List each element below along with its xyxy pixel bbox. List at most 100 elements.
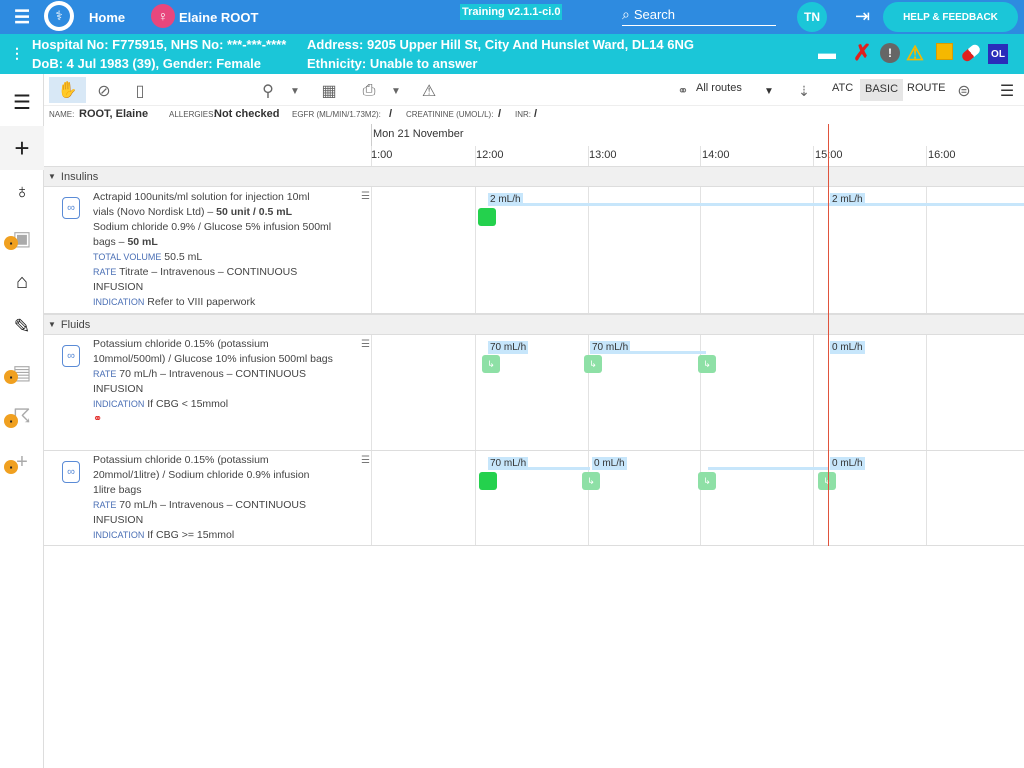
hour-label: 14:00 [702,149,730,161]
rate-label-marker[interactable]: 70 mL/h [488,457,529,470]
camera-icon[interactable]: ▣ ▪ [0,216,44,260]
rate-change-marker[interactable]: ↳ [482,355,500,373]
drug-name: Potassium chloride 0.15% (potassium 20mm… [93,454,310,496]
infusion-bag-icon: ∞ [62,197,80,219]
search-field[interactable]: ⌕ Search [622,4,776,26]
patient-name-link[interactable]: Elaine ROOT [179,9,259,25]
collapse-triangle-icon[interactable]: ▼ [48,172,56,181]
drug-dose: 50 unit / 0.5 mL [216,206,292,218]
row-menu-icon[interactable]: ☰ [361,339,370,350]
medication-chart: Mon 21 November 1:00 12:00 13:00 14:00 1… [44,124,1024,768]
warning-icon[interactable]: ⚠ [906,43,924,65]
row-menu-icon[interactable]: ☰ [361,191,370,202]
hour-label: 12:00 [476,149,504,161]
rate-bar [708,467,828,470]
add-item-icon[interactable]: + ▪ [0,440,44,484]
rate-label-marker[interactable]: 70 mL/h [488,341,529,354]
rate-label-marker[interactable]: 0 mL/h [830,457,865,470]
app-logo[interactable]: ⚕ [44,1,74,31]
chevron-down-icon[interactable]: ▼ [391,85,401,97]
rate-label-marker[interactable]: 0 mL/h [830,341,865,354]
rate-label-marker[interactable]: 0 mL/h [592,457,627,470]
notes-icon[interactable] [936,43,953,60]
home-medical-icon[interactable]: ⌂ [15,270,29,293]
rate-change-marker[interactable]: ↳ [818,472,836,490]
caduceus-icon: ⚕ [48,5,70,27]
list-icon[interactable]: ☰ [13,91,31,114]
hamburger-menu-icon[interactable]: ☰ [14,6,31,27]
document-icon[interactable]: ▯ [135,83,145,100]
administration-hand-icon[interactable]: ✋ [49,77,86,103]
add-icon[interactable]: + [0,126,44,170]
row-menu-icon[interactable]: ☰ [361,455,370,466]
female-patient-icon: ♀ [151,4,175,28]
sort-icon[interactable]: ⇣ [798,82,810,99]
rate-label: RATE [93,267,117,277]
basic-view-button[interactable]: BASIC [860,79,904,101]
stethoscope-icon[interactable]: ♁ [14,180,30,203]
medication-details: Actrapid 100units/ml solution for inject… [93,190,333,310]
pill-outline-icon[interactable]: ⊘ [97,83,111,100]
medication-details: Potassium chloride 0.15% (potassium 10mm… [93,337,333,427]
group-icon[interactable]: ⊜ [957,83,971,100]
rate-label-marker[interactable]: 70 mL/h [590,341,631,354]
rate-change-marker[interactable]: ↳ [698,355,716,373]
rate-value: 70 mL/h – Intravenous – CONTINUOUS INFUS… [93,499,307,526]
start-administration-marker[interactable] [479,472,497,490]
hour-gridline [588,146,589,546]
bed-icon[interactable]: ▬ [818,43,836,63]
date-of-birth: DoB: 4 Jul 1983 (39), Gender: Female [32,56,262,71]
walking-person-icon[interactable]: ☈ ▪ [0,394,44,438]
warning-outline-icon[interactable]: ⚠ [421,83,437,100]
rate-change-marker[interactable]: ↳ [584,355,602,373]
ol-badge[interactable]: OL [988,44,1008,64]
total-volume-label: TOTAL VOLUME [93,252,162,262]
name-label: NAME: [49,110,75,119]
medication-pill-icon[interactable] [960,42,982,64]
chevron-down-icon[interactable]: ▼ [290,85,300,97]
indication-value: Refer to VIII paperwork [147,296,256,308]
lock-icon: ▪ [4,414,18,428]
rate-change-marker[interactable]: ↳ [698,472,716,490]
medication-row[interactable]: ∞ ☰ Potassium chloride 0.15% (potassium … [44,451,1024,546]
help-feedback-button[interactable]: HELP & FEEDBACK [883,2,1018,32]
print-icon[interactable]: ⎙ [362,82,376,99]
rate-value: 70 mL/h – Intravenous – CONTINUOUS INFUS… [93,368,307,395]
rate-label-marker[interactable]: 2 mL/h [830,193,865,206]
hour-gridline [813,146,814,546]
more-vertical-icon[interactable]: ⋮ [10,45,24,61]
search-label: Search [633,7,676,22]
cross-alert-icon[interactable]: ✗ [853,40,872,65]
collapse-triangle-icon[interactable]: ▼ [48,320,56,329]
routes-icon: ⚭ [677,83,689,98]
egfr-label: EGFR (ML/MIN/1.73M2): [292,110,381,119]
hamburger-menu-icon[interactable]: ☰ [999,83,1015,100]
patient-banner: ⋮ Hospital No: F775915, NHS No: ***-***-… [0,34,1024,74]
home-link[interactable]: Home [89,9,126,25]
rate-change-marker[interactable]: ↳ [582,472,600,490]
route-view-button[interactable]: ROUTE [907,82,946,94]
medication-row[interactable]: ∞ ☰ Potassium chloride 0.15% (potassium … [44,335,1024,451]
logout-icon[interactable]: ⇥ [855,6,871,26]
linked-alert-icon[interactable]: ⚭ [93,413,103,425]
drug-name: Actrapid 100units/ml solution for inject… [93,191,310,218]
rate-bar [488,203,1024,206]
user-avatar[interactable]: TN [797,2,827,32]
start-administration-marker[interactable] [478,208,496,226]
rate-label-marker[interactable]: 2 mL/h [488,193,523,206]
group-header-fluids[interactable]: ▼ Fluids [44,314,1024,335]
exclamation-alert-icon[interactable]: ! [880,43,900,63]
group-header-insulins[interactable]: ▼ Insulins [44,166,1024,187]
edit-document-icon[interactable]: ✎ [13,315,31,338]
name-value: ROOT, Elaine [79,108,149,120]
indication-value: If CBG < 15mmol [147,398,229,410]
allergies-value[interactable]: Not checked [214,108,280,120]
clipboard-icon[interactable]: ▤ ▪ [0,350,44,394]
report-icon[interactable]: ▦ [321,83,337,100]
chevron-down-icon[interactable]: ▼ [764,85,774,97]
hour-label: 16:00 [928,149,956,161]
add-prescription-icon[interactable]: ⚲ [262,83,274,100]
routes-select[interactable]: All routes [696,82,742,94]
medication-row[interactable]: ∞ ☰ Actrapid 100units/ml solution for in… [44,187,1024,314]
atc-view-button[interactable]: ATC [832,82,854,94]
